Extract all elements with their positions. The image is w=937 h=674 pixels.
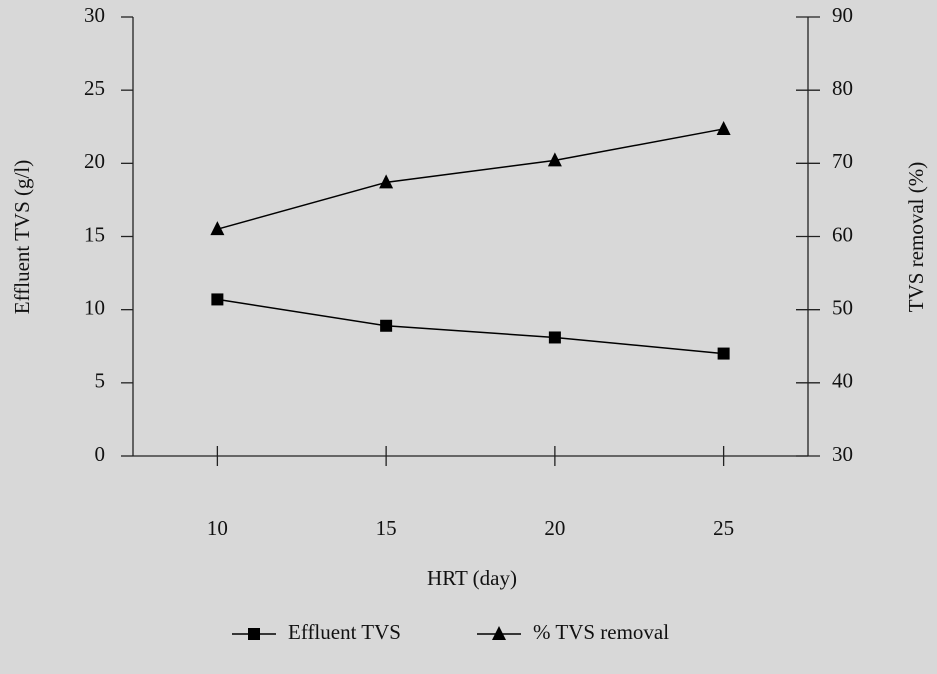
legend-label: % TVS removal <box>533 620 669 644</box>
legend-label: Effluent TVS <box>288 620 401 644</box>
y2-axis-label: TVS removal (%) <box>904 162 928 312</box>
series-line <box>217 129 723 229</box>
marker <box>380 320 392 332</box>
series-line <box>217 299 723 353</box>
marker <box>717 121 731 135</box>
y2-tick-label: 80 <box>832 76 853 100</box>
y2-tick-label: 60 <box>832 222 853 246</box>
x-tick-label: 10 <box>207 516 228 540</box>
y-tick-label: 30 <box>84 3 105 27</box>
marker <box>492 626 506 640</box>
y-tick-label: 20 <box>84 149 105 173</box>
marker <box>549 331 561 343</box>
y-tick-label: 10 <box>84 295 105 319</box>
x-axis-label: HRT (day) <box>427 566 517 590</box>
marker <box>718 348 730 360</box>
marker <box>211 293 223 305</box>
marker <box>248 628 260 640</box>
y-tick-label: 15 <box>84 222 105 246</box>
y2-tick-label: 40 <box>832 369 853 393</box>
x-tick-label: 25 <box>713 516 734 540</box>
x-tick-label: 20 <box>544 516 565 540</box>
x-tick-label: 15 <box>376 516 397 540</box>
chart: HRT (day) Effluent TVS (g/l) TVS removal… <box>0 0 937 674</box>
y2-tick-label: 50 <box>832 295 853 319</box>
y-axis-label: Effluent TVS (g/l) <box>10 160 34 314</box>
y2-tick-label: 90 <box>832 3 853 27</box>
y-tick-label: 5 <box>95 369 106 393</box>
y2-tick-label: 30 <box>832 442 853 466</box>
y-tick-label: 25 <box>84 76 105 100</box>
y-tick-label: 0 <box>95 442 106 466</box>
y2-tick-label: 70 <box>832 149 853 173</box>
